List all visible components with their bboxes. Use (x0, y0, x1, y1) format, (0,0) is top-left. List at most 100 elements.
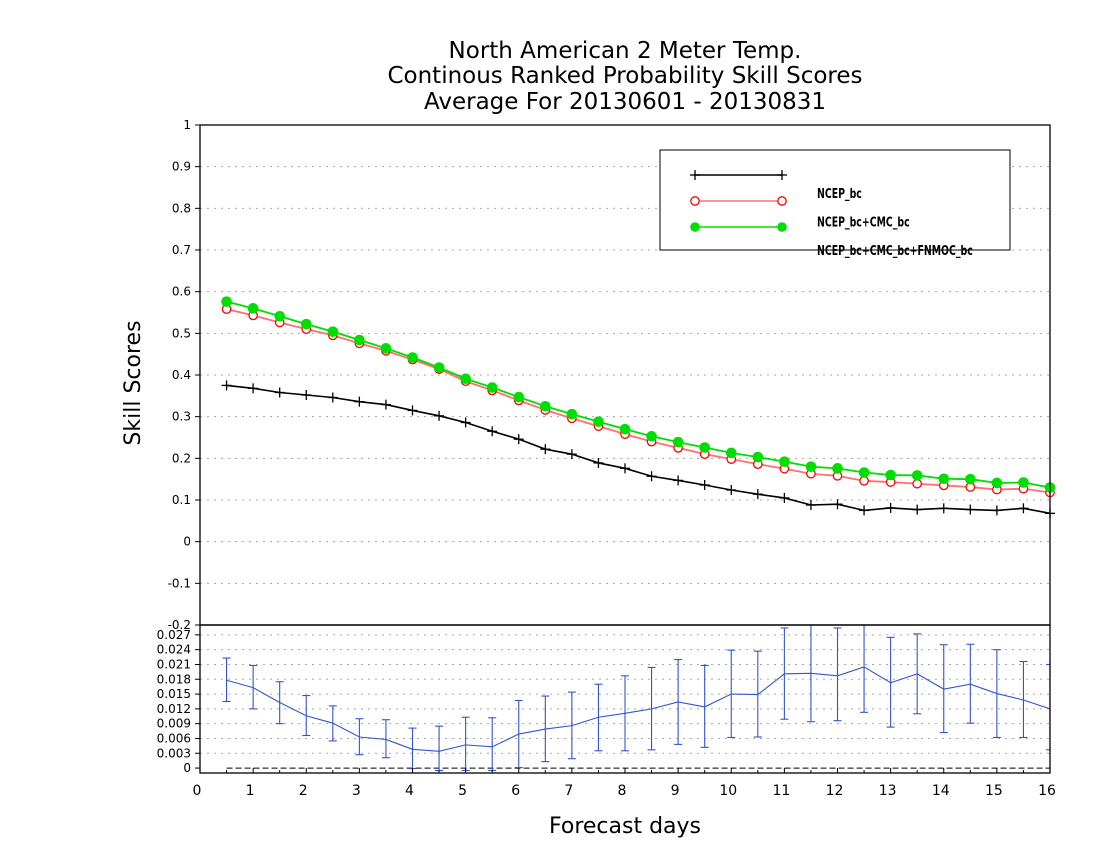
x-tick-label: 13 (879, 783, 897, 799)
plus-marker (513, 434, 524, 445)
filled-circle-marker (752, 451, 764, 463)
difference-series (222, 625, 1050, 772)
bottom-y-tick-label: 0.015 (157, 687, 191, 701)
filled-circle-marker (619, 423, 631, 435)
x-tick-label: 14 (932, 783, 950, 799)
chart-title-line-2: Continous Ranked Probability Skill Score… (387, 63, 863, 89)
x-tick-label: 3 (352, 783, 361, 799)
legend-label: NCEP_bc+CMC_bc+FNMOC_bc (817, 243, 973, 260)
top-y-tick-label: 0.7 (172, 243, 191, 257)
legend-label: NCEP_bc (817, 185, 862, 202)
filled-circle-marker (672, 436, 684, 448)
filled-circle-marker (300, 318, 312, 330)
filled-circle-marker (699, 442, 710, 453)
plus-marker (805, 500, 816, 510)
x-tick-label: 8 (618, 783, 627, 799)
plus-marker (248, 383, 259, 394)
bottom-y-tick-label: 0.009 (157, 717, 191, 731)
top-y-tick-label: 0.4 (172, 368, 191, 382)
series-line (226, 300, 1051, 489)
x-tick-label: 12 (826, 783, 844, 799)
filled-circle-marker (221, 296, 232, 307)
filled-circle-marker (486, 382, 498, 393)
plus-marker (752, 489, 763, 500)
filled-circle-marker (433, 362, 445, 373)
plus-marker (885, 502, 896, 513)
plus-marker (699, 480, 710, 490)
filled-circle-marker (460, 373, 471, 385)
plus-marker (965, 504, 976, 515)
filled-circle-marker (1018, 477, 1029, 488)
filled-circle-marker (407, 352, 418, 363)
bottom-y-tick-label: 0.024 (157, 643, 191, 657)
filled-circle-marker (380, 343, 392, 354)
bottom-y-tick-label: 0.021 (157, 657, 191, 671)
open-circle-marker (912, 478, 923, 489)
top-y-tick-label: 1 (183, 118, 191, 132)
plus-marker (460, 417, 471, 428)
legend-filled-circle-marker (777, 222, 787, 232)
plus-marker (779, 492, 790, 503)
chart-title-line-1: North American 2 Meter Temp. (448, 38, 802, 64)
x-tick-label: 10 (719, 783, 737, 799)
plus-marker (991, 505, 1002, 516)
legend-open-circle-marker (777, 196, 787, 206)
plus-marker (540, 444, 551, 455)
filled-circle-marker (779, 456, 790, 467)
filled-circle-marker (274, 310, 285, 322)
filled-circle-marker (965, 473, 976, 485)
filled-circle-marker (805, 461, 817, 472)
bottom-y-tick-label: 0 (183, 761, 191, 775)
x-tick-label: 7 (564, 783, 573, 799)
filled-circle-marker (566, 408, 578, 420)
plus-marker (327, 392, 338, 403)
x-tick-label: 9 (671, 783, 680, 799)
bottom-y-tick-label: 0.018 (157, 672, 191, 686)
plus-marker (912, 504, 923, 515)
plus-marker (221, 380, 232, 391)
x-tick-label: 5 (458, 783, 467, 799)
filled-circle-marker (725, 447, 737, 459)
plus-marker (434, 410, 445, 421)
filled-circle-marker (247, 303, 259, 314)
plus-marker (380, 399, 391, 410)
filled-circle-marker (938, 473, 950, 485)
plus-marker (620, 463, 630, 474)
legend-label: NCEP_bc+CMC_bc (817, 214, 910, 231)
filled-circle-marker (991, 477, 1003, 489)
filled-circle-marker (513, 391, 525, 403)
top-y-tick-label: 0.5 (172, 326, 191, 340)
top-y-tick-label: -0.2 (168, 618, 191, 632)
legend-filled-circle-marker (690, 222, 700, 232)
legend-box (659, 149, 1011, 251)
x-tick-label: 1 (246, 783, 255, 799)
filled-circle-marker (593, 416, 604, 427)
top-y-tick-label: 0 (183, 535, 191, 549)
x-tick-label: 2 (299, 783, 308, 799)
top-y-tick-label: 0.8 (172, 201, 191, 215)
series-line (226, 384, 1051, 515)
plus-marker (593, 457, 604, 468)
filled-circle-marker (327, 326, 339, 337)
plus-marker (566, 449, 577, 460)
open-circle-marker (859, 475, 869, 486)
x-tick-label: 15 (985, 783, 1003, 799)
bottom-y-tick-label: 0.012 (157, 702, 191, 716)
x-tick-label: 11 (772, 783, 790, 799)
top-y-axis-label: Skill Scores (121, 320, 146, 445)
bottom-y-tick-label: 0.027 (157, 628, 191, 642)
x-axis-label: Forecast days (549, 814, 701, 839)
x-tick-label: 0 (193, 783, 202, 799)
bottom-y-tick-label: 0.003 (157, 746, 191, 760)
plus-marker (354, 396, 365, 407)
filled-circle-marker (646, 430, 657, 442)
filled-circle-marker (540, 400, 551, 412)
plus-marker (487, 426, 498, 437)
difference-line (226, 666, 1050, 752)
filled-circle-marker (858, 467, 870, 478)
x-tick-label: 6 (511, 783, 520, 799)
filled-circle-marker (354, 334, 365, 346)
plus-marker (1018, 503, 1029, 514)
plus-marker (274, 387, 285, 398)
chart-title-line-3: Average For 20130601 - 20130831 (423, 89, 827, 115)
